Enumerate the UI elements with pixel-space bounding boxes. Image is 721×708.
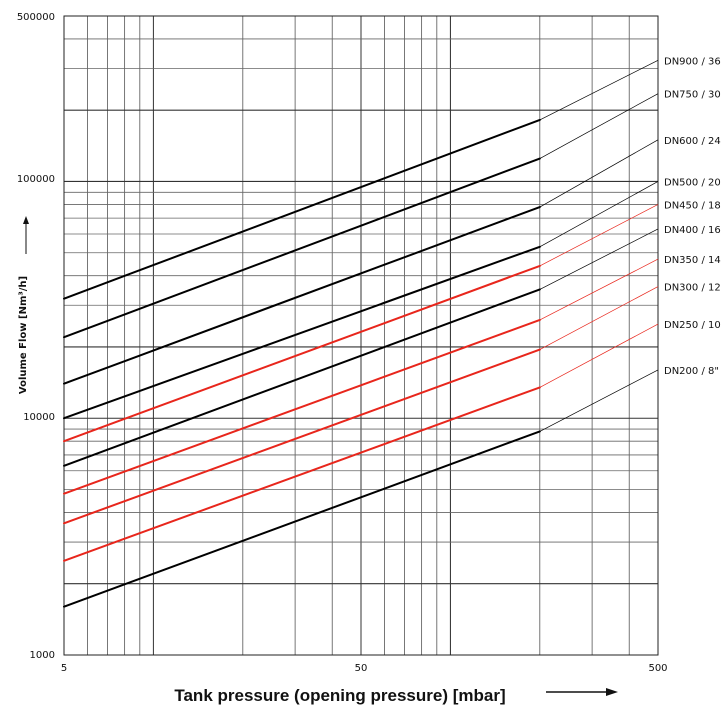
series-line-extension [539, 228, 659, 290]
x-tick-label: 5 [61, 663, 67, 674]
y-tick-label: 500000 [17, 12, 55, 23]
series-lines [63, 59, 659, 608]
series-labels: DN900 / 36" DN750 / 30" DN600 / 24" DN500 /… [664, 56, 721, 377]
series-label: DN900 / 36" [664, 56, 721, 67]
series-label: DN200 / 8" [664, 366, 719, 377]
series-line [63, 288, 541, 467]
x-tick-label: 500 [648, 663, 667, 674]
y-tick-label: 100000 [17, 174, 55, 185]
x-axis-label: Tank pressure (opening pressure) [mbar] [174, 686, 505, 705]
series-line-extension [539, 181, 659, 248]
series-line-extension [539, 369, 659, 432]
series-label: DN300 / 12" [664, 283, 721, 294]
y-axis-arrow-icon [23, 216, 29, 254]
series-line [63, 157, 541, 339]
series-line [63, 348, 541, 525]
series-label: DN500 / 20" [664, 177, 721, 188]
x-axis-arrow-icon [546, 688, 618, 696]
series-line [63, 318, 541, 495]
series-label: DN350 / 14" [664, 255, 721, 266]
y-axis-label: Volume Flow [Nm³/h] [18, 276, 29, 394]
series-line-extension [539, 286, 659, 350]
series-label: DN250 / 10" [664, 320, 721, 331]
y-axis-ticks: 1000 10000 100000 500000 [17, 12, 55, 661]
series-line [63, 386, 541, 562]
series-line [63, 245, 541, 420]
series-line [63, 118, 541, 300]
series-label: DN600 / 24" [664, 136, 721, 147]
x-axis-ticks: 5 50 500 [61, 663, 668, 674]
series-line [63, 430, 541, 608]
series-line-extension [539, 59, 659, 121]
series-label: DN450 / 18" [664, 200, 721, 211]
series-line-extension [539, 139, 659, 208]
plot-frame [63, 15, 659, 656]
series-line-extension [539, 258, 659, 321]
vertical-gridlines [87, 16, 630, 655]
series-line-extension [539, 204, 659, 267]
series-label: DN400 / 16" [664, 225, 721, 236]
y-tick-label: 10000 [23, 412, 55, 423]
y-tick-label: 1000 [30, 650, 55, 661]
series-label: DN750 / 30" [664, 90, 721, 101]
x-tick-label: 50 [355, 663, 368, 674]
series-line [63, 264, 541, 443]
series-line-extension [539, 93, 659, 159]
series-line-extension [539, 323, 659, 388]
series-line [63, 206, 541, 385]
